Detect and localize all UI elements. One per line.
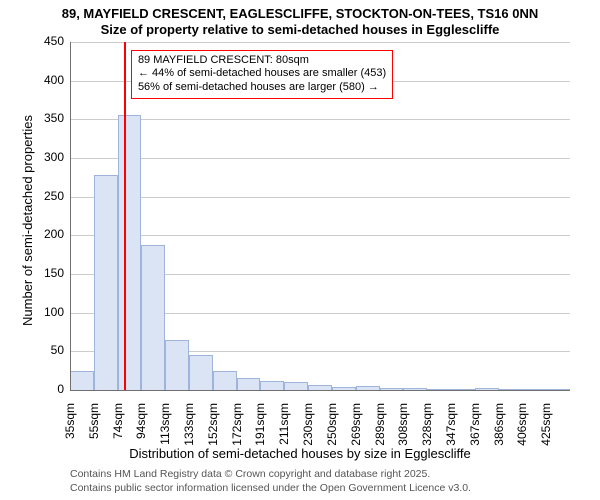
y-tick-label: 450 — [30, 34, 64, 48]
y-tick-label: 300 — [30, 150, 64, 164]
y-tick-label: 200 — [30, 227, 64, 241]
x-tick-label: 347sqm — [444, 403, 458, 453]
y-tick-label: 250 — [30, 189, 64, 203]
x-tick-label: 289sqm — [373, 403, 387, 453]
x-tick-label: 425sqm — [539, 403, 553, 453]
annotation-line-3: 56% of semi-detached houses are larger (… — [138, 81, 386, 95]
x-tick-label: 94sqm — [134, 403, 148, 453]
histogram-bar — [94, 175, 118, 390]
y-tick-label: 150 — [30, 266, 64, 280]
histogram-bar — [260, 381, 284, 390]
histogram-bar — [141, 245, 165, 390]
x-axis-line — [70, 390, 570, 391]
x-tick-label: 211sqm — [277, 403, 291, 453]
grid-line — [70, 197, 570, 198]
histogram-bar — [237, 378, 261, 390]
y-tick-label: 0 — [30, 382, 64, 396]
grid-line — [70, 42, 570, 43]
x-tick-label: 308sqm — [396, 403, 410, 453]
grid-line — [70, 158, 570, 159]
histogram-bar — [189, 355, 213, 390]
y-axis-label: Number of semi-detached properties — [20, 115, 35, 326]
y-tick-label: 400 — [30, 73, 64, 87]
histogram-bar — [165, 340, 189, 390]
x-tick-label: 230sqm — [301, 403, 315, 453]
x-tick-label: 367sqm — [468, 403, 482, 453]
x-tick-label: 35sqm — [63, 403, 77, 453]
x-tick-label: 191sqm — [253, 403, 267, 453]
chart-plot-area: 89 MAYFIELD CRESCENT: 80sqm← 44% of semi… — [70, 42, 570, 390]
x-tick-label: 152sqm — [206, 403, 220, 453]
grid-line — [70, 235, 570, 236]
x-tick-label: 172sqm — [230, 403, 244, 453]
y-tick-label: 350 — [30, 111, 64, 125]
y-tick-label: 50 — [30, 343, 64, 357]
histogram-bar — [213, 371, 237, 390]
x-tick-label: 74sqm — [111, 403, 125, 453]
grid-line — [70, 119, 570, 120]
x-tick-label: 133sqm — [182, 403, 196, 453]
footer-line-2: Contains public sector information licen… — [70, 482, 471, 494]
annotation-line-2: ← 44% of semi-detached houses are smalle… — [138, 67, 386, 81]
x-tick-label: 55sqm — [87, 403, 101, 453]
title-line-2: Size of property relative to semi-detach… — [0, 22, 600, 37]
histogram-bar — [118, 115, 142, 390]
x-tick-label: 113sqm — [158, 403, 172, 453]
annotation-line-1: 89 MAYFIELD CRESCENT: 80sqm — [138, 54, 386, 68]
x-tick-label: 386sqm — [492, 403, 506, 453]
x-tick-label: 406sqm — [515, 403, 529, 453]
annotation-box: 89 MAYFIELD CRESCENT: 80sqm← 44% of semi… — [131, 50, 393, 99]
indicator-line — [124, 42, 126, 390]
y-tick-label: 100 — [30, 305, 64, 319]
footer-line-1: Contains HM Land Registry data © Crown c… — [70, 468, 430, 480]
x-tick-label: 269sqm — [349, 403, 363, 453]
x-tick-label: 250sqm — [325, 403, 339, 453]
title-line-1: 89, MAYFIELD CRESCENT, EAGLESCLIFFE, STO… — [0, 6, 600, 21]
histogram-bar — [284, 382, 308, 390]
histogram-bar — [70, 371, 94, 390]
x-tick-label: 328sqm — [420, 403, 434, 453]
y-axis-line — [70, 42, 71, 390]
